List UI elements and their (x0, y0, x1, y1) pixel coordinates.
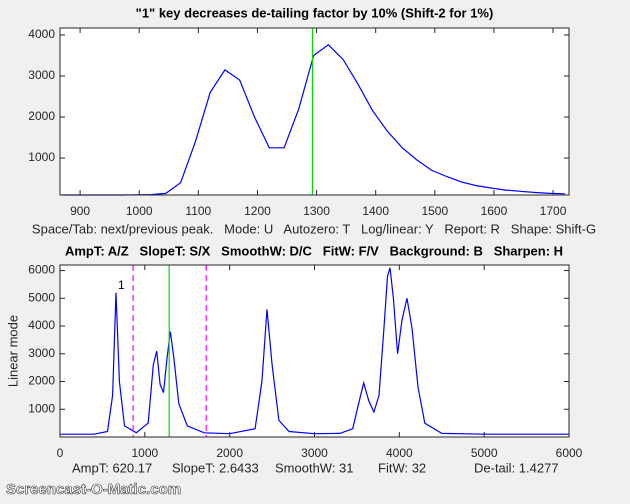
x-tick-label: 1000 (131, 446, 158, 460)
chart-title: "1" key decreases de-tailing factor by 1… (136, 5, 494, 20)
status-item: SmoothW: 31 (275, 460, 354, 475)
x-tick-label: 1100 (185, 204, 211, 218)
y-tick-label: 3000 (28, 68, 55, 82)
plot-area (60, 265, 569, 437)
x-tick-label: 3000 (301, 446, 328, 460)
x-tick-label: 5000 (471, 446, 498, 460)
x-tick-label: 4000 (386, 446, 413, 460)
x-tick-label: 6000 (556, 446, 583, 460)
y-axis-label: Linear mode (5, 315, 20, 387)
keys-line: Space/Tab: next/previous peak. Mode: U A… (32, 221, 596, 236)
x-tick-label: 0 (57, 446, 64, 460)
y-tick-label: 2000 (28, 109, 55, 123)
y-tick-label: 2000 (28, 374, 55, 388)
status-item: AmpT: 620.17 (72, 460, 152, 475)
y-tick-label: 4000 (28, 318, 55, 332)
x-tick-label: 1400 (362, 204, 389, 218)
watermark: Screencast-O-Matic.com (6, 481, 181, 498)
data-line (60, 267, 569, 435)
y-tick-label: 1000 (28, 150, 55, 164)
x-tick-label: 1500 (421, 204, 448, 218)
x-tick-label: 1200 (244, 204, 271, 218)
y-tick-label: 6000 (28, 263, 55, 277)
status-item: SlopeT: 2.6433 (172, 460, 259, 475)
x-tick-label: 900 (70, 204, 90, 218)
y-tick-label: 4000 (28, 27, 55, 41)
x-tick-label: 1300 (303, 204, 330, 218)
y-tick-label: 5000 (28, 290, 55, 304)
status-item: De-tail: 1.4277 (474, 460, 559, 475)
y-tick-label: 3000 (28, 346, 55, 360)
peak-label: 1 (118, 278, 125, 292)
plot-area (60, 28, 569, 195)
axes-box (59, 27, 570, 196)
status-item: FitW: 32 (378, 460, 426, 475)
hotkeys-line: AmpT: A/Z SlopeT: S/X SmoothW: D/C FitW:… (65, 243, 563, 258)
x-tick-label: 1600 (481, 204, 508, 218)
axes-box (59, 264, 570, 438)
x-tick-label: 2000 (216, 446, 243, 460)
x-tick-label: 1000 (126, 204, 153, 218)
x-tick-label: 1700 (540, 204, 567, 218)
y-tick-label: 1000 (28, 401, 55, 415)
